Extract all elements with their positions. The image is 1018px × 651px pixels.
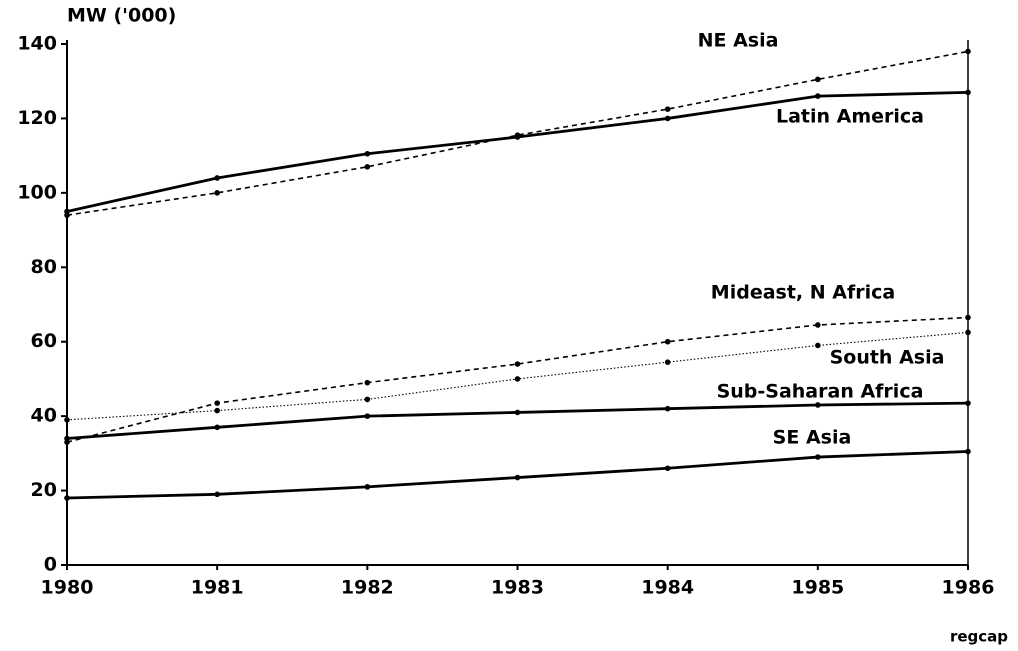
data-point [214, 491, 220, 498]
data-point [214, 400, 220, 406]
data-point [214, 424, 220, 431]
data-point [64, 435, 70, 442]
x-tick-label: 1983 [491, 577, 544, 599]
data-point [214, 190, 220, 196]
y-tick-label: 20 [31, 479, 57, 501]
data-point [815, 402, 821, 408]
data-point [664, 106, 671, 112]
data-point [815, 342, 821, 349]
data-point [965, 89, 971, 96]
series-label: SE Asia [773, 427, 852, 449]
data-point [815, 322, 821, 328]
data-point [514, 409, 521, 416]
data-point [214, 407, 220, 414]
x-tick-label: 1981 [191, 577, 244, 599]
data-point [514, 474, 521, 481]
data-point [664, 115, 671, 122]
y-tick-label: 100 [17, 181, 57, 203]
data-point [664, 405, 671, 412]
data-point [64, 495, 70, 501]
data-point [664, 359, 671, 365]
data-point [965, 448, 971, 455]
data-point [965, 329, 971, 336]
y-tick-label: 40 [31, 405, 57, 427]
data-point [815, 454, 821, 460]
x-tick-label: 1980 [41, 577, 94, 599]
footer: regcap [950, 628, 1008, 646]
data-point [514, 376, 521, 382]
data-point [364, 413, 371, 419]
y-tick-label: 80 [31, 256, 57, 278]
data-point [514, 361, 521, 367]
y-tick-label: 0 [44, 554, 57, 576]
series-label: Mideast, N Africa [711, 282, 895, 304]
data-point [364, 484, 371, 490]
y-tick-label: 60 [31, 330, 57, 352]
series-label: Latin America [776, 106, 924, 128]
x-tick-label: 1985 [791, 577, 844, 599]
series-label: Sub-Saharan Africa [717, 381, 924, 403]
data-point [214, 175, 220, 181]
data-point [364, 379, 371, 386]
y-tick-label: 120 [17, 107, 57, 129]
data-point [364, 164, 371, 170]
x-tick-label: 1984 [641, 577, 694, 599]
y-axis-label: MW ('000) [67, 5, 176, 27]
data-point [664, 338, 671, 345]
data-point [664, 465, 671, 472]
x-tick-label: 1986 [942, 577, 995, 599]
x-tick-label: 1982 [341, 577, 394, 599]
y-tick-label: 140 [17, 33, 57, 55]
data-point [815, 76, 821, 83]
data-point [965, 400, 971, 406]
series-label: NE Asia [698, 30, 779, 52]
series-label: South Asia [830, 347, 945, 369]
data-point [965, 314, 971, 321]
data-point [364, 150, 371, 157]
data-point [815, 93, 821, 99]
data-point [965, 48, 971, 55]
data-point [64, 208, 70, 215]
data-point [364, 396, 371, 403]
data-point [64, 417, 70, 423]
data-point [514, 134, 521, 140]
